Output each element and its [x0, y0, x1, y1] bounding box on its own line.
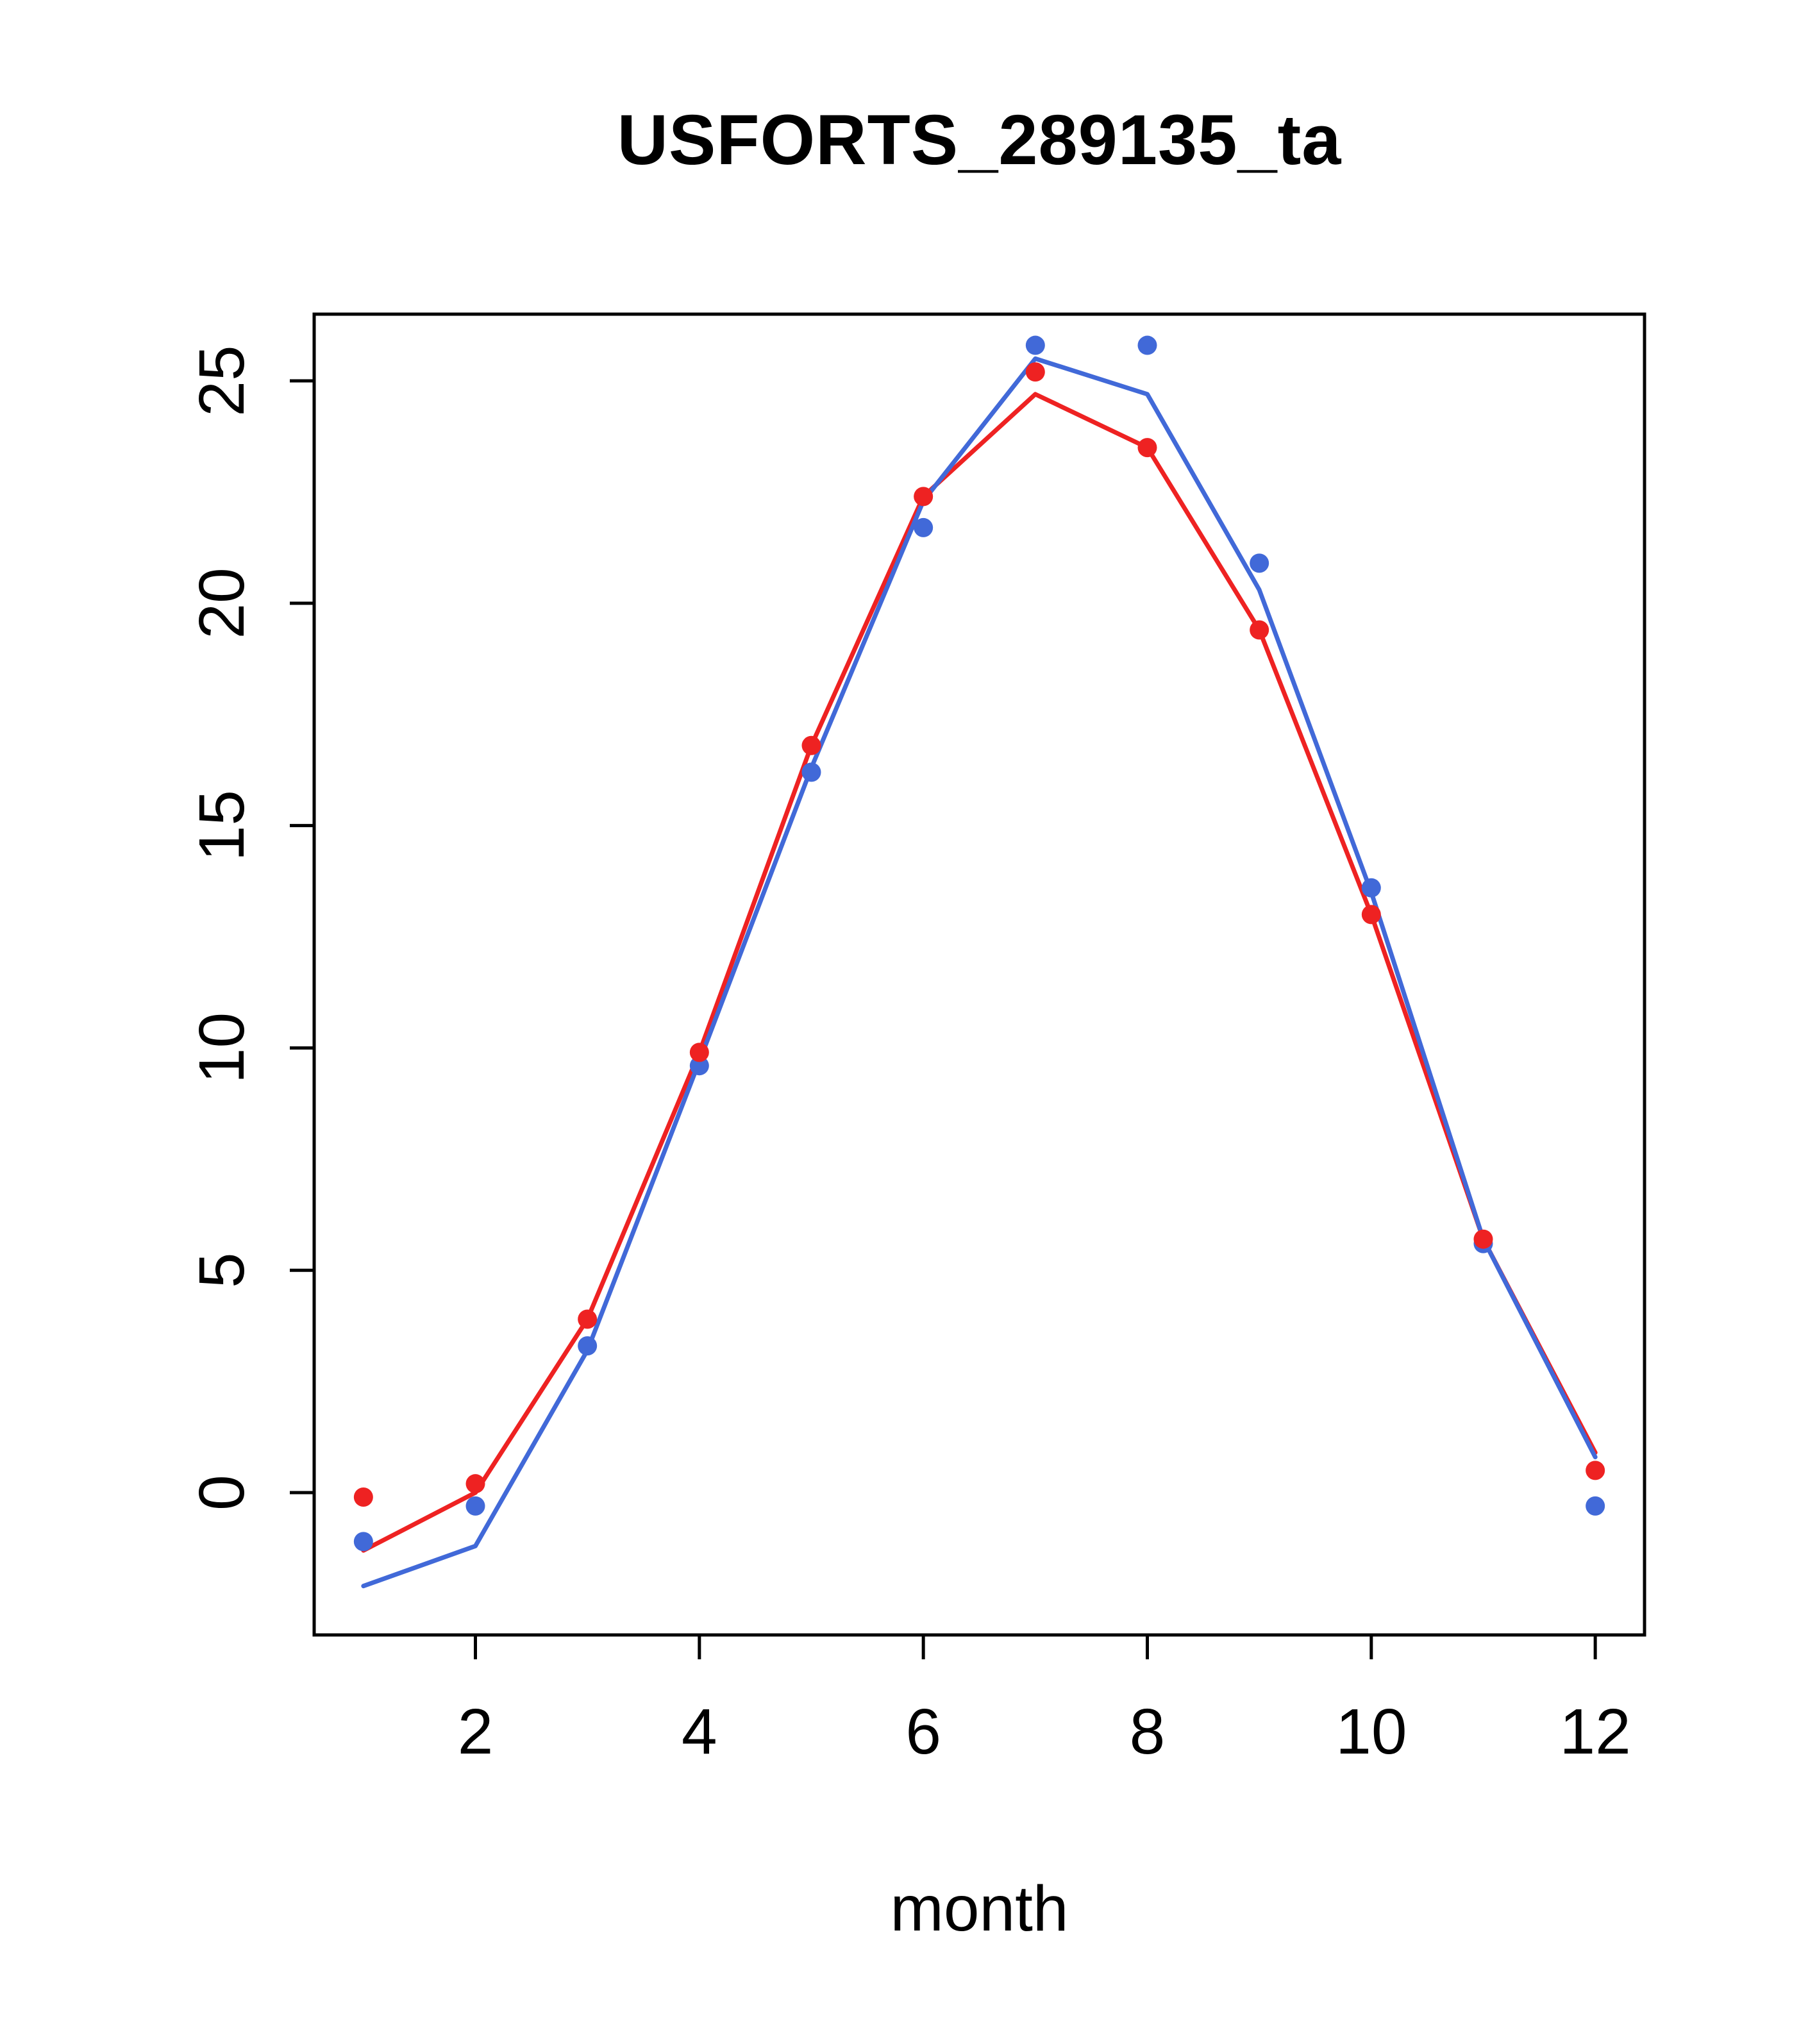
y-axis: 0 5 10 15 20 25: [186, 345, 314, 1511]
blue-points-marker: [914, 517, 934, 537]
blue-points-marker: [1586, 1496, 1605, 1516]
red-points-marker: [353, 1487, 373, 1507]
blue-points-marker: [578, 1336, 598, 1356]
blue-points-marker: [1250, 553, 1269, 573]
blue-points-marker: [1025, 335, 1045, 355]
red-points-marker: [1025, 362, 1045, 382]
blue-points-marker: [1137, 335, 1157, 355]
series-blue-points: [353, 335, 1605, 1552]
x-tick-label: 6: [905, 1696, 941, 1768]
y-tick-label: 15: [186, 790, 258, 861]
x-tick-label: 12: [1560, 1696, 1631, 1768]
x-axis: 2 4 6 8 10 12: [458, 1635, 1631, 1768]
y-tick-label: 10: [186, 1012, 258, 1084]
blue-points-marker: [1361, 878, 1381, 898]
red-points-marker: [1137, 438, 1157, 458]
red-points-marker: [1361, 905, 1381, 925]
series-blue-line: [361, 356, 1598, 1589]
y-tick-label: 25: [186, 345, 258, 416]
blue-points-marker: [353, 1532, 373, 1552]
red-points-marker: [578, 1309, 598, 1329]
series-red-points: [353, 362, 1605, 1507]
plot-box: [312, 312, 1646, 1637]
red-line: [361, 392, 1598, 1553]
blue-points-marker: [689, 1056, 709, 1076]
y-tick-label: 0: [186, 1475, 258, 1511]
x-axis-label: month: [890, 1873, 1069, 1945]
red-points-marker: [1250, 620, 1269, 640]
series-red-line: [361, 392, 1598, 1553]
y-tick-label: 5: [186, 1252, 258, 1288]
blue-points-marker: [465, 1496, 485, 1516]
blue-points-marker: [801, 762, 821, 782]
chart-title: USFORTS_289135_ta: [617, 101, 1342, 180]
red-points-marker: [1586, 1461, 1605, 1480]
red-points-marker: [1473, 1229, 1493, 1249]
y-tick-label: 20: [186, 567, 258, 639]
red-points-marker: [801, 735, 821, 755]
blue-line: [361, 356, 1598, 1589]
red-points-marker: [465, 1474, 485, 1494]
x-tick-label: 8: [1130, 1696, 1166, 1768]
red-points-marker: [914, 487, 934, 507]
x-tick-label: 4: [682, 1696, 717, 1768]
x-tick-label: 2: [458, 1696, 494, 1768]
red-points-marker: [689, 1043, 709, 1062]
x-tick-label: 10: [1336, 1696, 1407, 1768]
